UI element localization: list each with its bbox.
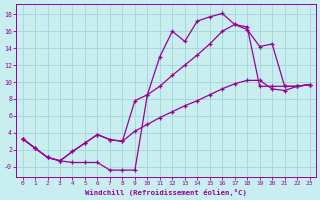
X-axis label: Windchill (Refroidissement éolien,°C): Windchill (Refroidissement éolien,°C)	[85, 189, 247, 196]
